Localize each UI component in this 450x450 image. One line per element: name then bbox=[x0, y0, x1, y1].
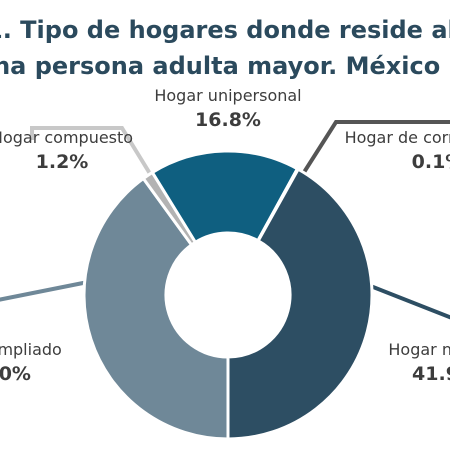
leader-line bbox=[367, 283, 450, 320]
chart-title: 1. Tipo de hogares donde reside al menos bbox=[0, 16, 450, 44]
category-label: Hogar de corresidentes bbox=[345, 128, 450, 147]
value-label: 0.1% bbox=[412, 151, 450, 173]
leader-line bbox=[0, 280, 89, 302]
slice bbox=[150, 149, 300, 245]
value-label: 40.0% bbox=[0, 363, 31, 385]
leader-line bbox=[30, 126, 162, 192]
value-label: 41.9% bbox=[412, 363, 450, 385]
value-label: 16.8% bbox=[195, 109, 261, 131]
value-label: 1.2% bbox=[36, 151, 89, 173]
category-label: Hogar nuclear bbox=[388, 340, 450, 359]
slice bbox=[226, 167, 374, 441]
slices bbox=[82, 149, 374, 441]
slice bbox=[82, 176, 230, 441]
category-label: Hogar compuesto bbox=[0, 128, 133, 147]
category-label: Hogar unipersonal bbox=[154, 86, 301, 105]
chart-title: una persona adulta mayor. México 2020 bbox=[0, 52, 450, 80]
category-label: Hogar ampliado bbox=[0, 340, 62, 359]
